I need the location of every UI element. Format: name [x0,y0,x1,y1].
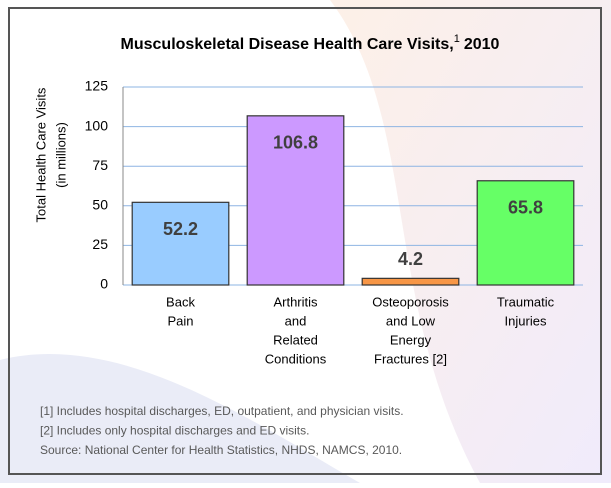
data-label: 4.2 [398,249,423,269]
x-tick-label: Injuries [505,313,547,328]
y-tick-label: 125 [85,78,109,94]
title-year: 2010 [464,36,500,53]
x-tick-label: Osteoporosis [372,294,449,309]
footnote: Source: National Center for Health Stati… [40,443,402,457]
data-label: 52.2 [163,219,198,239]
x-tick-label: Back [166,294,195,309]
bar [362,278,459,285]
data-label: 65.8 [508,198,543,218]
x-tick-label: Pain [167,313,193,328]
y-tick-label: 50 [92,197,108,213]
x-tick-label: and [285,313,307,328]
y-tick-label: 75 [92,157,108,173]
chart: Musculoskeletal Disease Health Care Visi… [0,0,611,483]
x-tick-label: Fractures [2] [374,351,447,366]
x-tick-label: Arthritis [273,294,318,309]
y-axis-label: Total Health Care Visits [33,87,48,222]
footnote: [2] Includes only hospital discharges an… [40,424,309,438]
x-tick-label: and Low [386,313,436,328]
y-axis-label: (in millions) [53,122,68,188]
bar [132,202,229,285]
chart-title: Musculoskeletal Disease Health Care Visi… [121,33,500,53]
x-tick-label: Related [273,332,318,347]
data-label: 106.8 [273,133,318,153]
footnote: [1] Includes hospital discharges, ED, ou… [40,404,404,418]
y-tick-label: 0 [100,276,108,292]
bar [477,181,574,285]
title-text: Musculoskeletal Disease Health Care Visi… [121,36,454,53]
x-tick-label: Traumatic [497,294,555,309]
y-tick-label: 25 [92,236,108,252]
y-tick-label: 100 [85,117,109,133]
x-tick-label: Conditions [265,351,327,366]
title-superscript: 1 [454,33,460,45]
x-tick-label: Energy [390,332,432,347]
